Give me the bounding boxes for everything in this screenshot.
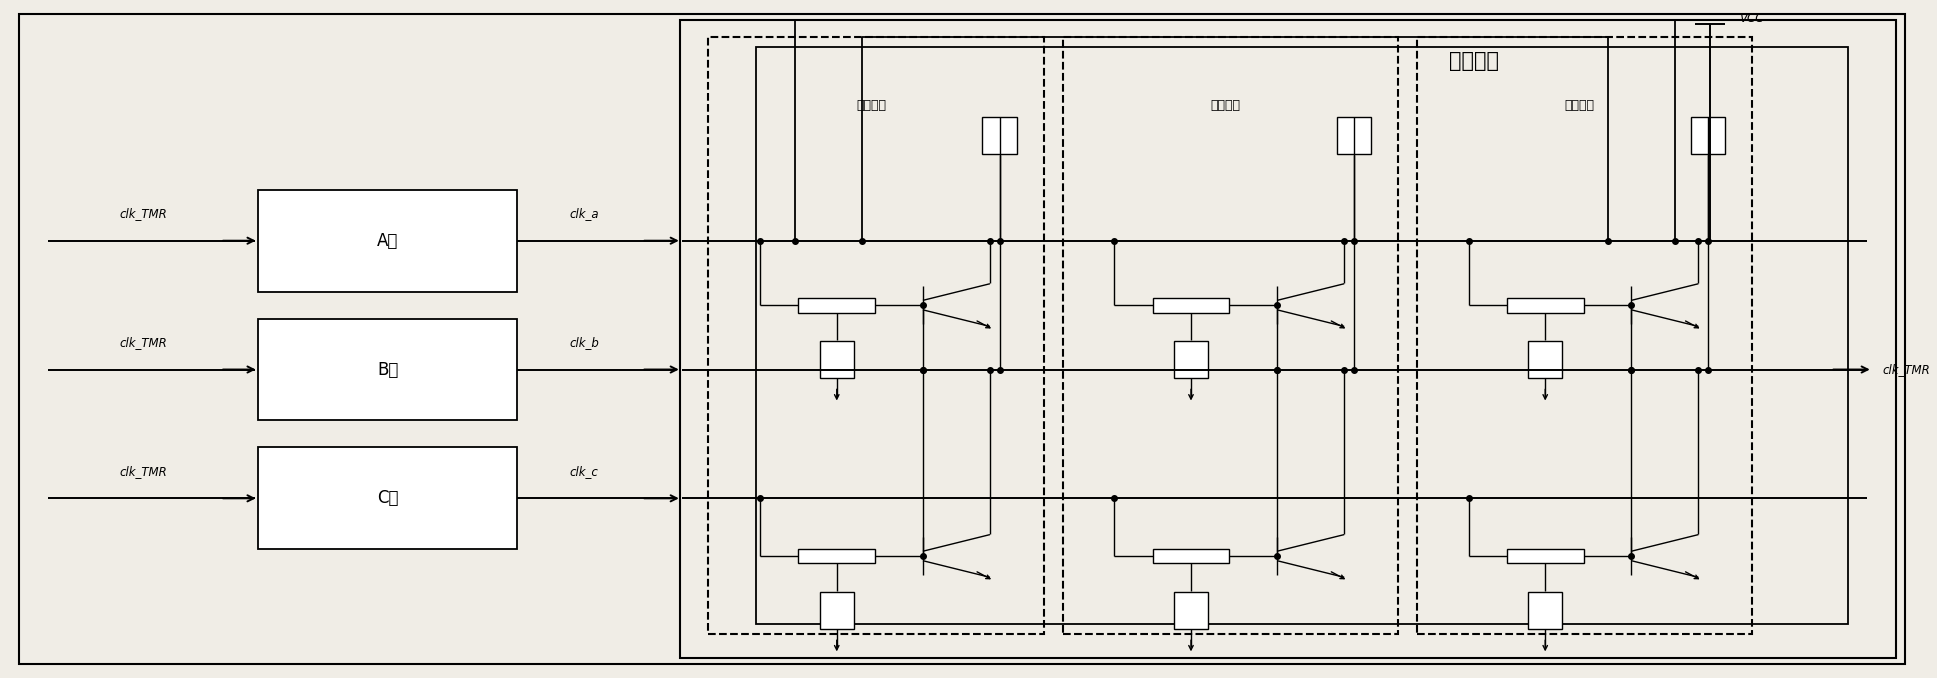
Text: clk_TMR: clk_TMR (120, 336, 167, 349)
Bar (819, 591, 854, 629)
Bar (258, 190, 517, 292)
Text: C机: C机 (378, 490, 399, 507)
Bar (709, 37, 1044, 634)
Bar (798, 549, 876, 563)
Bar (1153, 298, 1230, 313)
Bar (1337, 117, 1371, 155)
Text: A机: A机 (378, 232, 399, 250)
Bar (819, 341, 854, 378)
Bar (1528, 341, 1563, 378)
Text: 表决电路: 表决电路 (1449, 51, 1499, 71)
Bar (1418, 37, 1751, 634)
Bar (1153, 549, 1230, 563)
Text: clk_TMR: clk_TMR (120, 464, 167, 478)
Bar (1528, 591, 1563, 629)
Text: clk_a: clk_a (569, 207, 599, 220)
Text: VCC: VCC (1739, 12, 1763, 26)
Text: 表决单元: 表决单元 (1211, 98, 1240, 112)
Text: clk_TMR: clk_TMR (1883, 363, 1929, 376)
Bar (258, 319, 517, 420)
Bar (1174, 591, 1209, 629)
Bar (258, 447, 517, 549)
Text: 表决单元: 表决单元 (856, 98, 887, 112)
Text: B机: B机 (378, 361, 399, 378)
Bar (798, 298, 876, 313)
Bar (755, 47, 1848, 624)
Text: clk_c: clk_c (569, 464, 599, 478)
Text: 表决单元: 表决单元 (1565, 98, 1594, 112)
Bar (680, 20, 1896, 658)
Bar (1174, 341, 1209, 378)
Bar (982, 117, 1017, 155)
Bar (1691, 117, 1726, 155)
Bar (1507, 298, 1584, 313)
Text: clk_TMR: clk_TMR (120, 207, 167, 220)
Bar (1507, 549, 1584, 563)
Bar (1063, 37, 1399, 634)
Text: clk_b: clk_b (569, 336, 599, 349)
